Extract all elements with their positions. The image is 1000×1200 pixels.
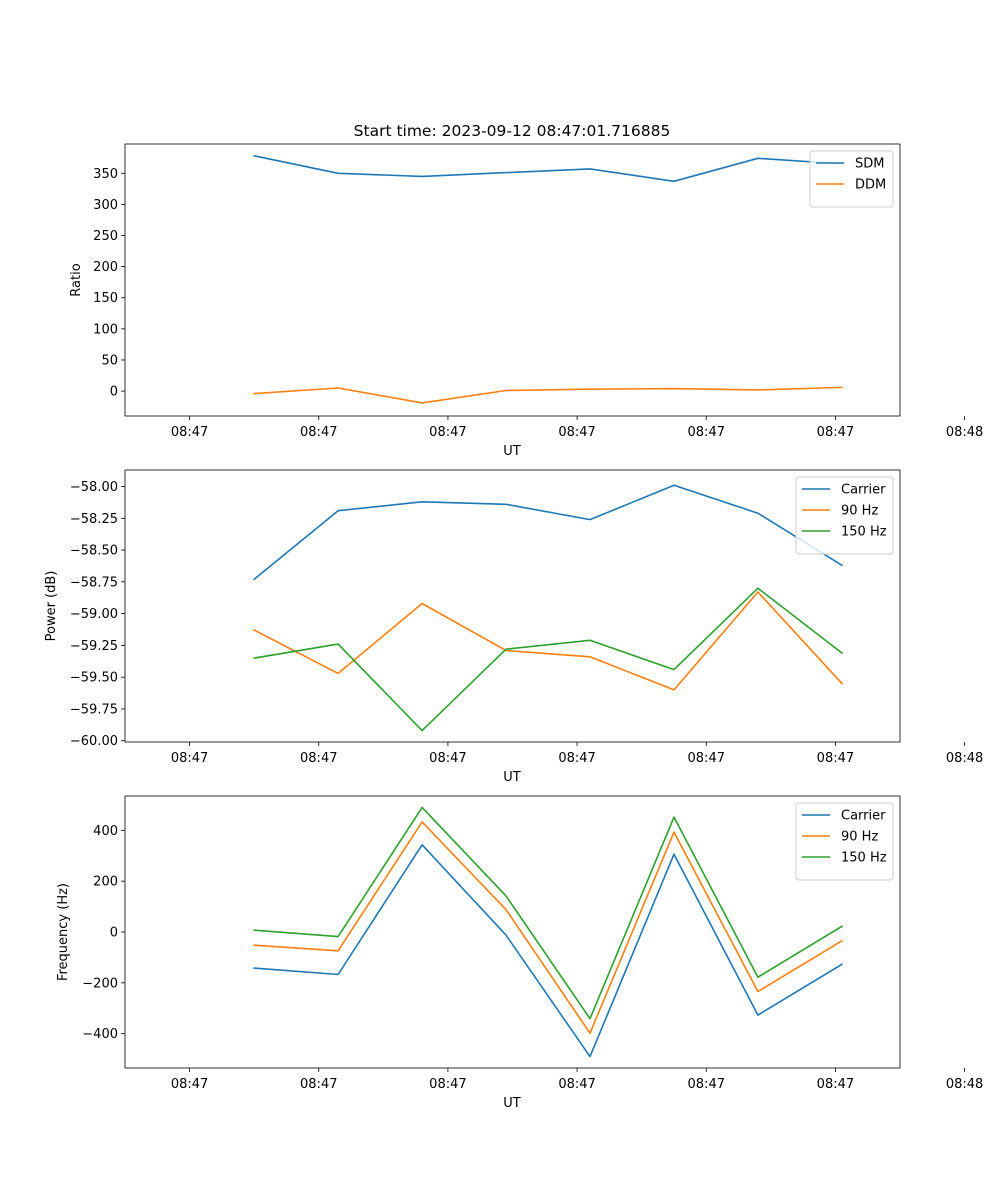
ratio-panel: 08:47 08:47 08:47 08:47 08:47 08:47 08:48 0 50 10…: [69, 143, 983, 459]
y-tick-label: −59.00: [70, 607, 118, 622]
x-tick-label: 08:47: [688, 425, 725, 440]
legend-label: 90 Hz: [841, 504, 878, 519]
y-tick-label: −58.25: [70, 512, 118, 527]
series-line-150-hz: [253, 806, 843, 1020]
axes-frame: [124, 469, 901, 743]
y-tick-label: 50: [101, 353, 118, 368]
y-tick-label: −59.50: [70, 671, 118, 686]
y-axis-label: Ratio: [69, 263, 84, 296]
legend-box: [795, 802, 894, 881]
x-axis-label: UT: [503, 770, 521, 785]
y-tick-label: −60.00: [70, 734, 118, 749]
legend-label: 150 Hz: [841, 851, 887, 866]
frequency-panel: 08:47 08:47 08:47 08:47 08:47 08:47 08:48 −400 −…: [56, 795, 983, 1111]
y-tick-label: 400: [93, 824, 118, 839]
legend-label: Carrier: [841, 809, 886, 824]
series-line-90-hz: [253, 591, 844, 691]
x-tick-label: 08:47: [300, 751, 337, 766]
x-tick-label: 08:47: [817, 425, 854, 440]
y-tick-label: 0: [110, 926, 118, 941]
legend-label: 150 Hz: [841, 525, 887, 540]
x-tick-label: 08:48: [946, 425, 983, 440]
axes-frame: [124, 143, 901, 417]
legend: Carrier 90 Hz 150 Hz: [795, 476, 894, 555]
y-tick-label: −400: [82, 1027, 118, 1042]
x-axis-label: UT: [503, 444, 521, 459]
y-axis-label: Power (dB): [44, 571, 59, 642]
x-tick-label: 08:48: [946, 751, 983, 766]
y-tick-label: 150: [93, 291, 118, 306]
x-tick-label: 08:47: [171, 1077, 208, 1092]
x-tick-label: 08:47: [171, 751, 208, 766]
x-tick-label: 08:47: [558, 751, 595, 766]
legend-label: SDM: [855, 157, 884, 172]
y-tick-label: 0: [110, 385, 118, 400]
x-tick-label: 08:47: [817, 1077, 854, 1092]
series-line-ddm: [253, 386, 843, 404]
x-tick-label: 08:47: [558, 1077, 595, 1092]
legend-box: [809, 150, 894, 208]
y-tick-label: −58.00: [70, 480, 118, 495]
y-tick-label: 350: [93, 167, 118, 182]
legend-label: Carrier: [841, 483, 886, 498]
legend-box: [795, 476, 894, 555]
x-tick-label: 08:47: [300, 1077, 337, 1092]
y-tick-label: 250: [93, 229, 118, 244]
y-tick-label: −200: [82, 976, 118, 991]
x-tick-label: 08:47: [429, 425, 466, 440]
x-tick-label: 08:47: [300, 425, 337, 440]
x-tick-label: 08:47: [171, 425, 208, 440]
legend: Carrier 90 Hz 150 Hz: [795, 802, 894, 881]
series-line-carrier: [253, 843, 843, 1058]
power-panel: 08:47 08:47 08:47 08:47 08:47 08:47 08:48 −60.0…: [44, 469, 983, 785]
x-tick-label: 08:47: [817, 751, 854, 766]
series-line-90-hz: [253, 821, 843, 1034]
legend-label: 90 Hz: [841, 830, 878, 845]
y-tick-label: −58.75: [70, 575, 118, 590]
x-tick-label: 08:47: [429, 1077, 466, 1092]
y-tick-label: 100: [93, 322, 118, 337]
y-tick-label: −59.25: [70, 639, 118, 654]
x-tick-label: 08:47: [688, 1077, 725, 1092]
x-tick-label: 08:48: [946, 1077, 983, 1092]
y-axis-label: Frequency (Hz): [56, 883, 71, 981]
x-tick-label: 08:47: [429, 751, 466, 766]
axes-frame: [124, 795, 901, 1069]
legend-label: DDM: [855, 178, 886, 193]
series-line-150-hz: [253, 587, 844, 732]
series-line-sdm: [253, 154, 843, 183]
y-tick-label: 200: [93, 260, 118, 275]
legend: SDM DDM: [809, 150, 894, 208]
y-tick-label: 300: [93, 198, 118, 213]
series-line-carrier: [253, 484, 844, 581]
x-tick-label: 08:47: [688, 751, 725, 766]
y-tick-label: −59.75: [70, 702, 118, 717]
y-tick-label: 200: [93, 875, 118, 890]
y-tick-label: −58.50: [70, 544, 118, 559]
x-axis-label: UT: [503, 1096, 521, 1111]
x-tick-label: 08:47: [558, 425, 595, 440]
chart-title: Start time: 2023-09-12 08:47:01.716885: [354, 122, 671, 140]
